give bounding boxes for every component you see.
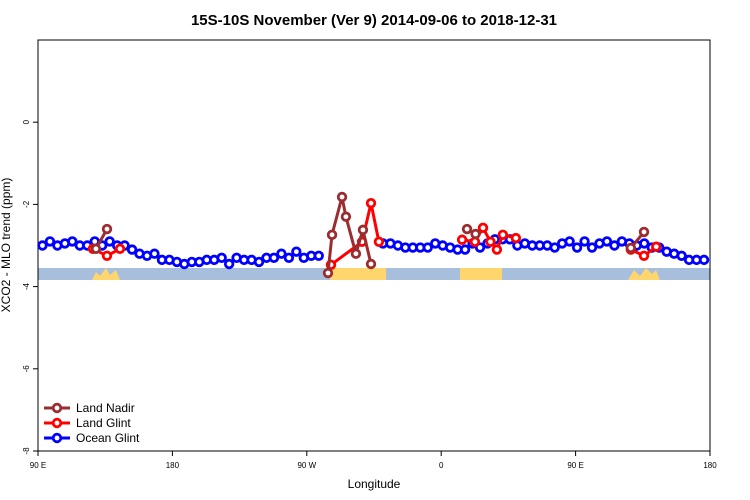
- data-point: [549, 242, 560, 253]
- data-point: [651, 241, 662, 252]
- data-point: [44, 236, 56, 247]
- x-tick-label: 90 W: [297, 461, 316, 470]
- data-point: [223, 258, 235, 270]
- data-point: [336, 191, 348, 203]
- legend-label: Land Glint: [76, 416, 131, 430]
- data-point: [357, 224, 369, 236]
- data-point: [101, 250, 113, 261]
- data-point: [126, 244, 138, 255]
- data-point: [579, 236, 590, 247]
- land-region: [92, 268, 120, 280]
- y-tick-label: -6: [22, 365, 31, 373]
- x-tick-label: 90 E: [30, 461, 46, 470]
- data-point: [639, 238, 650, 249]
- data-point: [365, 258, 377, 270]
- y-tick-label: -2: [22, 200, 31, 208]
- data-point: [149, 248, 160, 259]
- data-point: [322, 267, 334, 279]
- data-point: [313, 250, 324, 261]
- data-point: [676, 250, 687, 261]
- data-point: [461, 223, 473, 235]
- data-point: [90, 243, 102, 254]
- data-point: [609, 240, 620, 251]
- land-region: [460, 268, 502, 280]
- data-point: [67, 236, 78, 247]
- data-point: [601, 236, 613, 247]
- data-point: [422, 242, 433, 253]
- data-point: [101, 223, 113, 235]
- legend-label: Land Nadir: [76, 401, 135, 415]
- data-point: [276, 248, 287, 259]
- data-point: [638, 250, 650, 261]
- data-point: [104, 236, 115, 247]
- data-point: [365, 197, 377, 209]
- land-mask: [38, 268, 710, 280]
- y-axis-label: XCO2 - MLO trend (ppm): [0, 178, 13, 313]
- data-point: [497, 229, 509, 241]
- data-point: [564, 236, 575, 247]
- data-point: [350, 248, 362, 259]
- y-tick-label: -4: [22, 282, 31, 290]
- legend-marker: [51, 417, 63, 429]
- data-point: [253, 256, 265, 268]
- data-point: [571, 242, 583, 253]
- data-point: [283, 252, 295, 264]
- data-point: [698, 254, 710, 266]
- x-tick-label: 180: [166, 461, 180, 470]
- y-tick-label: 0: [22, 119, 31, 124]
- land-region: [330, 268, 386, 280]
- data-point: [470, 228, 481, 240]
- legend-marker: [51, 402, 63, 414]
- data-point: [625, 242, 637, 254]
- data-point: [638, 226, 650, 238]
- series-line: [92, 202, 658, 267]
- x-tick-label: 180: [703, 461, 717, 470]
- data-point: [491, 244, 503, 255]
- data-point: [340, 211, 352, 222]
- data-point: [291, 246, 302, 257]
- x-tick-label: 0: [439, 461, 444, 470]
- data-point: [586, 242, 598, 253]
- data-point: [510, 232, 522, 244]
- data-point: [326, 229, 338, 241]
- data-point: [456, 234, 468, 245]
- x-axis-label: Longitude: [348, 477, 401, 491]
- data-point: [37, 240, 48, 251]
- data-point: [114, 243, 126, 254]
- data-point: [216, 252, 227, 264]
- data-point: [477, 222, 489, 234]
- legend-marker: [51, 432, 63, 444]
- legend-label: Ocean Glint: [76, 431, 140, 445]
- y-tick-label: -8: [22, 447, 31, 455]
- data-point: [459, 244, 471, 255]
- data-point: [373, 236, 385, 248]
- chart-title: 15S-10S November (Ver 9) 2014-09-06 to 2…: [191, 12, 557, 29]
- land-region: [628, 268, 660, 280]
- data-point: [268, 252, 280, 264]
- x-tick-label: 90 E: [567, 461, 583, 470]
- data-point: [485, 236, 496, 248]
